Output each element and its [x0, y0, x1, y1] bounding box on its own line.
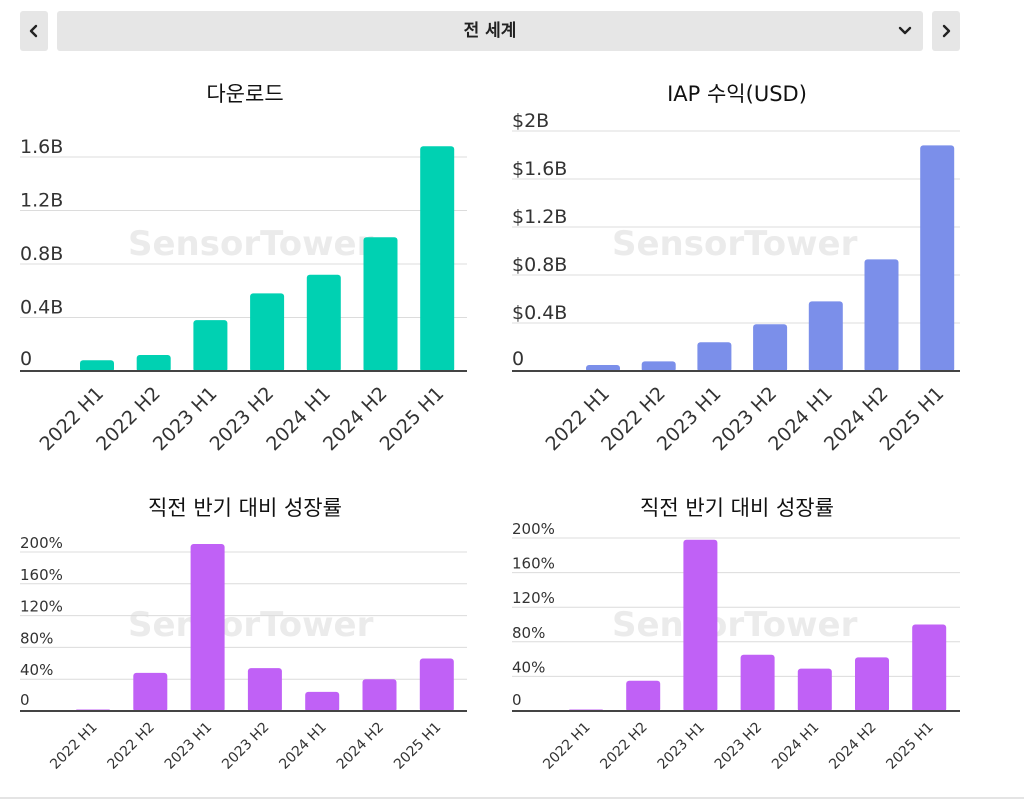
bar: [250, 293, 285, 372]
next-region-button[interactable]: [932, 11, 960, 51]
bar: [920, 145, 955, 372]
watermark-text: SensorTower: [128, 605, 374, 645]
bar: [626, 680, 661, 712]
bar: [420, 146, 455, 372]
y-tick-label: 80%: [512, 624, 545, 642]
x-tick-label: 2025 H1: [391, 719, 444, 772]
y-tick-label: 40%: [512, 658, 545, 676]
x-tick-label: 2023 H2: [712, 719, 765, 772]
x-tick-label: 2024 H2: [826, 719, 879, 772]
bar: [305, 691, 340, 712]
chart-svg: SensorTower 직전 반기 대비 성장률 0 40% 80% 120% 160% 20…: [512, 496, 960, 773]
bar: [797, 668, 832, 712]
iap-revenue-chart: SensorTower IAP 수익(USD) 0 $0.4B $0.8B $1.2B $1…: [500, 70, 980, 465]
bar: [808, 301, 843, 372]
chart-svg: SensorTower IAP 수익(USD) 0 $0.4B $0.8B $1.2B $1…: [512, 82, 960, 455]
x-tick-label: 2023 H1: [655, 719, 708, 772]
chart-title: IAP 수익(USD): [667, 82, 807, 106]
y-tick-label: 1.6B: [20, 136, 63, 158]
y-tick-label: $1.6B: [512, 158, 567, 180]
x-tick-label: 2022 H1: [540, 719, 593, 772]
y-tick-label: $0.8B: [512, 254, 567, 276]
bottom-divider: [0, 797, 1024, 799]
bar: [740, 654, 775, 712]
y-tick-label: 80%: [20, 629, 53, 647]
downloads-chart: SensorTower 다운로드 0 0.4B 0.8B 1.2B 1.6B 2022 H1 2…: [0, 70, 480, 465]
y-tick-label: 0.8B: [20, 243, 63, 265]
x-tick-label: 2024 H1: [276, 719, 329, 772]
y-tick-label: 0.4B: [20, 297, 63, 319]
bar: [133, 672, 168, 712]
x-tick-label: 2022 H1: [47, 719, 100, 772]
downloads-growth-chart: SensorTower 직전 반기 대비 성장률 0 40% 80% 120% 160% 20…: [0, 480, 480, 800]
y-tick-label: 200%: [20, 534, 63, 552]
y-tick-label: 200%: [512, 520, 555, 538]
prev-region-button[interactable]: [20, 11, 48, 51]
y-tick-label: 0: [512, 691, 522, 709]
x-tick-label: 2025 H1: [883, 719, 936, 772]
bar: [697, 342, 732, 372]
chevron-left-icon: [29, 24, 38, 38]
bar: [80, 360, 114, 372]
bar: [306, 274, 341, 372]
x-tick-label: 2024 H2: [334, 719, 387, 772]
bar: [912, 624, 947, 712]
bar: [136, 354, 171, 372]
bar: [683, 539, 718, 712]
chart-title: 다운로드: [206, 82, 283, 106]
y-tick-label: 0: [512, 348, 524, 370]
y-tick-label: $2B: [512, 110, 549, 132]
watermark-text: SensorTower: [612, 605, 858, 645]
chart-title: 직전 반기 대비 성장률: [640, 496, 834, 520]
bar: [190, 544, 225, 712]
watermark-text: SensorTower: [128, 224, 374, 264]
x-tick-label: 2022 H2: [597, 719, 650, 772]
bar: [362, 679, 397, 712]
x-tick-label: 2023 H1: [162, 719, 215, 772]
chevron-down-icon: [898, 26, 912, 35]
bar: [363, 237, 398, 372]
y-tick-label: 160%: [512, 555, 555, 573]
region-select[interactable]: 전 세계: [57, 11, 923, 51]
chevron-right-icon: [942, 24, 951, 38]
x-tick-label: 2024 H1: [769, 719, 822, 772]
bar: [419, 658, 454, 712]
x-tick-label: 2023 H2: [219, 719, 272, 772]
bar: [753, 324, 788, 372]
y-tick-label: 0: [20, 691, 30, 709]
y-tick-label: 0: [20, 348, 32, 370]
revenue-growth-chart: SensorTower 직전 반기 대비 성장률 0 40% 80% 120% 160% 20…: [500, 480, 980, 800]
y-tick-label: $0.4B: [512, 302, 567, 324]
bar: [193, 320, 228, 372]
y-tick-label: $1.2B: [512, 206, 567, 228]
bar: [247, 668, 282, 712]
y-tick-label: 160%: [20, 566, 63, 584]
x-tick-label: 2022 H2: [105, 719, 158, 772]
region-select-value: 전 세계: [463, 21, 517, 41]
watermark-text: SensorTower: [612, 224, 858, 264]
bar: [855, 657, 889, 712]
y-tick-label: 1.2B: [20, 190, 63, 212]
chart-title: 직전 반기 대비 성장률: [148, 496, 342, 520]
bar: [641, 361, 676, 372]
y-tick-label: 120%: [20, 598, 63, 616]
chart-svg: SensorTower 직전 반기 대비 성장률 0 40% 80% 120% 160% 20…: [20, 496, 467, 773]
bar: [864, 259, 899, 372]
y-tick-label: 40%: [20, 661, 53, 679]
y-tick-label: 120%: [512, 589, 555, 607]
